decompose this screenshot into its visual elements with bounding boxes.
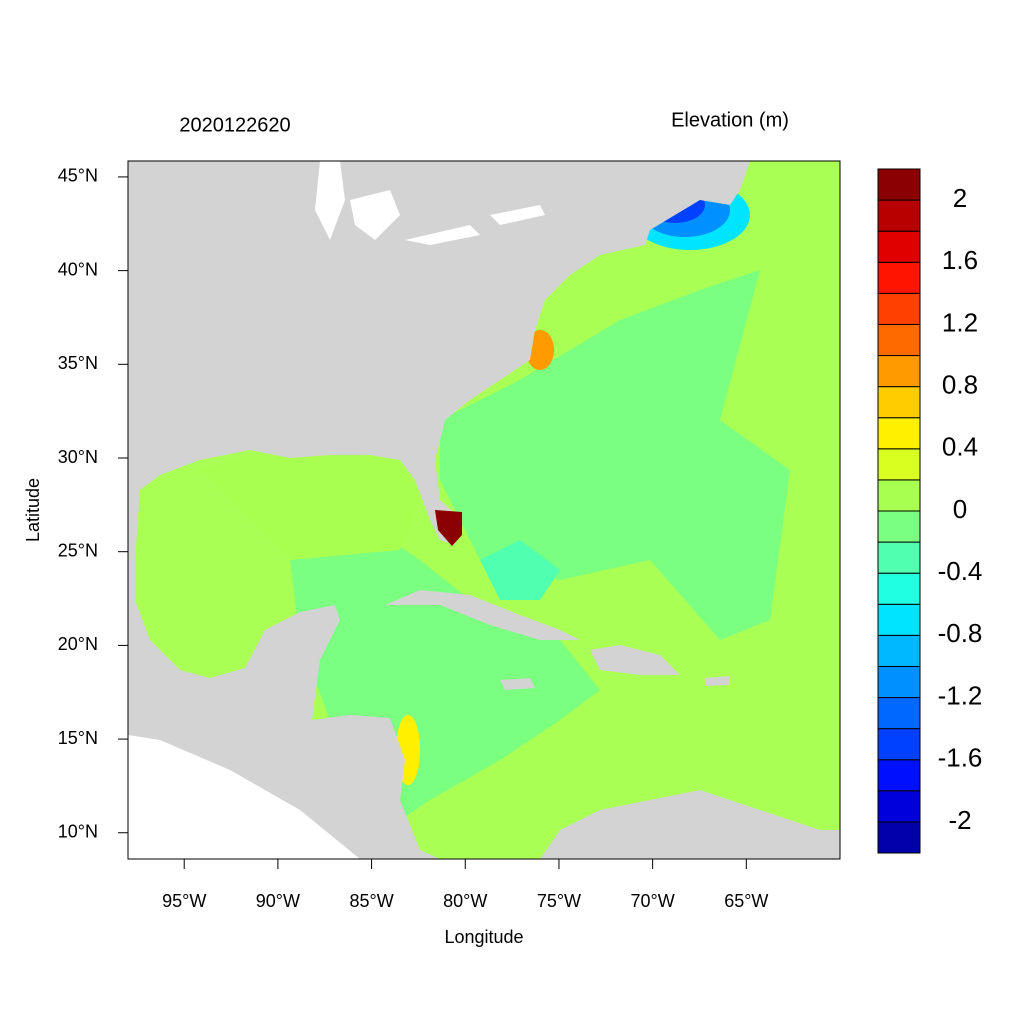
south-america-land xyxy=(540,790,840,859)
colorbar-box xyxy=(877,634,921,667)
colorbar-box xyxy=(877,230,921,263)
colorbar-box xyxy=(877,292,921,325)
colorbar-label: -0.8 xyxy=(938,618,983,648)
colorbar-box xyxy=(877,790,921,823)
x-tick-label: 75°W xyxy=(537,891,581,911)
hispaniola xyxy=(590,645,680,675)
colorbar-box xyxy=(877,479,921,512)
y-axis-label: Latitude xyxy=(23,478,43,542)
colorbar-label: 1.6 xyxy=(942,245,978,275)
x-tick-label: 80°W xyxy=(443,891,487,911)
colorbar-box xyxy=(877,199,921,232)
central-america-land xyxy=(128,718,380,859)
colorbar-label: -1.6 xyxy=(938,743,983,773)
y-tick-label: 35°N xyxy=(58,353,98,373)
colorbar-box xyxy=(877,665,921,699)
y-tick-label: 45°N xyxy=(58,166,98,186)
lake xyxy=(490,205,545,225)
colorbar-box xyxy=(877,417,921,450)
colorbar-box xyxy=(877,759,921,792)
jamaica xyxy=(500,678,535,690)
map-title: 2020122620 xyxy=(179,114,290,136)
colorbar-box xyxy=(877,323,921,357)
colorbar-label: 0.4 xyxy=(942,432,978,462)
x-tick-label: 85°W xyxy=(349,891,393,911)
colorbar-label: 2 xyxy=(953,183,967,213)
y-tick-label: 10°N xyxy=(58,822,98,842)
y-tick-label: 20°N xyxy=(58,634,98,654)
colorbar-label: 0.8 xyxy=(942,370,978,400)
colorbar-box xyxy=(877,541,921,574)
bahamas-water xyxy=(480,540,560,600)
colorbar-label: 1.2 xyxy=(942,307,978,337)
puerto-rico xyxy=(705,676,730,686)
y-tick-label: 40°N xyxy=(58,259,98,279)
map-area xyxy=(128,161,840,859)
plot-frame xyxy=(127,160,841,860)
colorbar-box xyxy=(877,261,921,294)
x-axis-label: Longitude xyxy=(444,927,523,947)
x-tick-label: 65°W xyxy=(724,891,768,911)
colorbar-box xyxy=(877,386,921,419)
x-tick-label: 90°W xyxy=(256,891,300,911)
lake xyxy=(405,225,480,245)
lake xyxy=(350,190,400,240)
colorbar-label: 0 xyxy=(953,494,967,524)
colorbar-box xyxy=(877,697,921,730)
gulf-region xyxy=(200,452,420,560)
colorbar-box xyxy=(877,168,921,201)
cuba xyxy=(385,590,580,640)
variable-label: Elevation (m) xyxy=(671,109,789,131)
colorbar-box xyxy=(877,572,921,605)
north-america-land xyxy=(128,161,750,859)
y-tick-label: 25°N xyxy=(58,540,98,560)
colorbar-box xyxy=(877,728,921,761)
colorbar-label: -1.2 xyxy=(938,680,983,710)
colorbar-box xyxy=(877,355,921,388)
colorbar-box xyxy=(877,510,921,543)
colorbar-label: -2 xyxy=(948,805,971,835)
surge-area xyxy=(435,510,462,546)
colorbar-label: -0.4 xyxy=(938,556,983,586)
x-tick-label: 95°W xyxy=(162,891,206,911)
x-tick-label: 70°W xyxy=(631,891,675,911)
colorbar-box xyxy=(877,821,921,854)
y-tick-label: 30°N xyxy=(58,447,98,467)
colorbar-box xyxy=(877,448,921,481)
colorbar-box xyxy=(877,603,921,636)
y-tick-label: 15°N xyxy=(58,728,98,748)
lake xyxy=(315,161,345,240)
